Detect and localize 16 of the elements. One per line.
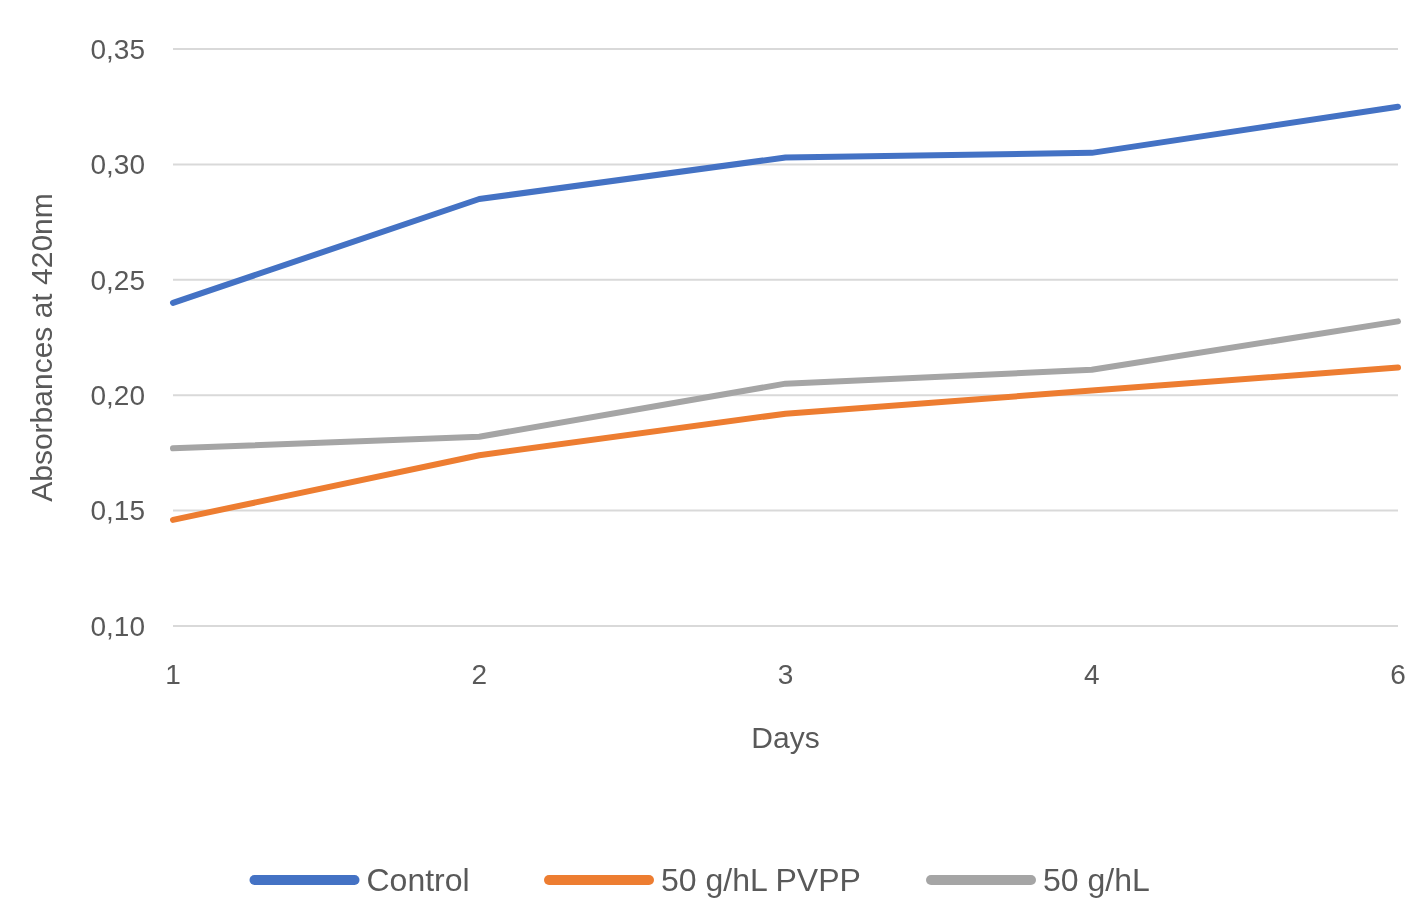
legend-label: 50 g/hL: [1043, 862, 1150, 899]
y-tick-label: 0,15: [90, 495, 145, 527]
legend-label: Control: [366, 862, 470, 899]
y-axis-title: Absorbances at 420nm: [25, 193, 58, 502]
y-tick-label: 0,10: [90, 610, 145, 642]
legend-label: 50 g/hL PVPP: [661, 862, 861, 899]
y-tick-label: 0,25: [90, 264, 145, 296]
x-tick-label: 1: [165, 659, 181, 690]
y-tick-label: 0,20: [90, 380, 145, 411]
x-axis-title: Days: [751, 721, 820, 754]
x-tick-label: 6: [1390, 659, 1406, 690]
y-tick-label: 0,35: [90, 33, 145, 65]
y-tick-label: 0,30: [90, 149, 145, 181]
x-tick-label: 4: [1083, 659, 1100, 690]
x-tick-label: 2: [471, 659, 488, 690]
x-tick-label: 3: [777, 659, 794, 690]
